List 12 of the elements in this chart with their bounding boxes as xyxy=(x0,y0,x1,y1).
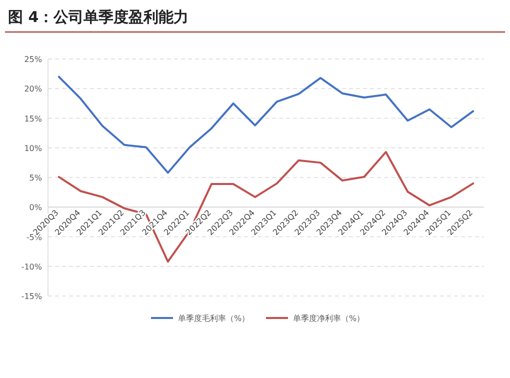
y-tick-label: 15% xyxy=(24,114,42,124)
legend-label: 单季度毛利率（%） xyxy=(178,314,250,323)
y-tick-label: 25% xyxy=(24,55,42,64)
y-tick-label: 0% xyxy=(29,203,42,212)
y-tick-label: 10% xyxy=(24,144,42,153)
y-tick-label: -10% xyxy=(21,262,42,272)
line-series xyxy=(58,76,474,174)
y-tick-label: 20% xyxy=(24,84,42,94)
legend-label: 单季度净利率（%） xyxy=(293,314,365,323)
y-tick-label: -15% xyxy=(21,292,42,301)
chart-title: 图 4：公司单季度盈利能力 xyxy=(8,8,189,26)
y-tick-label: 5% xyxy=(29,174,42,182)
